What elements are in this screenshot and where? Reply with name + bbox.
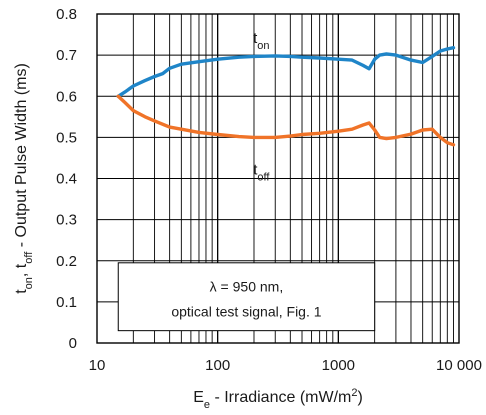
y-tick-label: 0.4 — [56, 171, 77, 188]
curve-labels: ton toff — [253, 30, 270, 184]
y-tick-label: 0.3 — [56, 212, 77, 229]
series-line-toff — [116, 94, 456, 147]
x-tick-labels: 10 100 1000 10 000 — [89, 357, 482, 374]
y-tick-label: 0.8 — [56, 6, 77, 23]
y-tick-label: 0.7 — [56, 47, 77, 64]
y-tick-label: 0.2 — [56, 253, 77, 270]
x-tick-label: 10 — [89, 357, 106, 374]
y-tick-label: 0.1 — [56, 294, 77, 311]
x-tick-label: 100 — [205, 357, 230, 374]
series-label-toff: toff — [253, 161, 270, 183]
annotation-line-2: optical test signal, Fig. 1 — [171, 303, 321, 319]
y-axis-label: ton, toff - Output Pulse Width (ms) — [13, 63, 35, 294]
y-tick-labels: 0 0.1 0.2 0.3 0.4 0.5 0.6 0.7 0.8 — [56, 6, 77, 352]
annotation-line-1: λ = 950 nm, — [210, 279, 284, 295]
x-tick-label: 1000 — [322, 357, 355, 374]
x-axis-label: Ee - Irradiance (mW/m2) — [193, 387, 363, 411]
x-tick-label: 10 000 — [436, 357, 482, 374]
curves — [116, 46, 456, 147]
y-tick-label: 0.5 — [56, 129, 77, 146]
y-tick-label: 0.6 — [56, 88, 77, 105]
series-label-ton: ton — [253, 30, 269, 52]
series-line-ton — [116, 46, 456, 99]
annotation-box — [117, 262, 376, 332]
plot-frame — [96, 13, 460, 344]
y-tick-label: 0 — [69, 335, 77, 352]
